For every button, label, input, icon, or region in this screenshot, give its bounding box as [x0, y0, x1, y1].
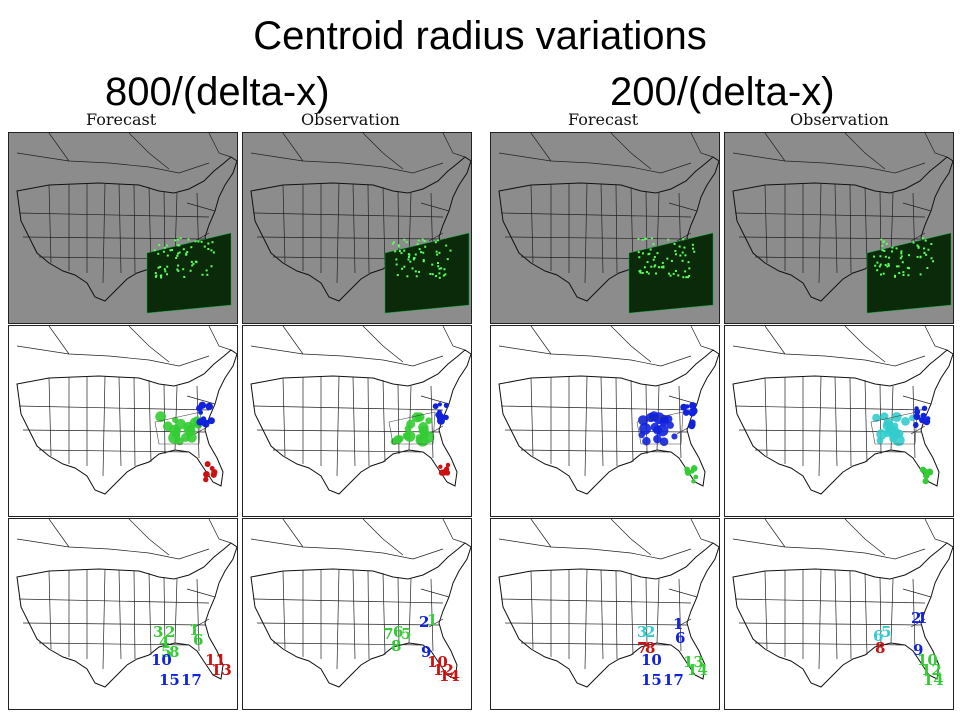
subtitle-right: 200/(delta-x) [610, 70, 835, 114]
column-label-observation-right: Observation [790, 110, 889, 129]
object-label: 4 [159, 633, 169, 651]
object-label: 2 [419, 613, 429, 631]
map-panel-right-observation-row2 [724, 325, 954, 517]
object-label: 6 [393, 623, 403, 641]
map-panel-left-observation-row2 [242, 325, 472, 517]
object-label: 5 [401, 625, 411, 643]
object-label: 13 [683, 653, 704, 671]
object-label: 1 [917, 609, 927, 627]
object-label: 15 [159, 671, 180, 689]
object-label: 12 [921, 661, 942, 679]
object-label: 8 [169, 643, 179, 661]
object-label: 3 [153, 623, 163, 641]
object-label: 6 [873, 627, 883, 645]
map-panel-right-observation-row3: 6 5 8 2 1 9 10 12 14 [724, 518, 954, 710]
object-label: 15 [641, 671, 662, 689]
map-panel-right-forecast-row2 [490, 325, 720, 517]
object-label: 17 [663, 671, 684, 689]
column-label-forecast-right: Forecast [568, 110, 639, 129]
object-label: 10 [151, 651, 172, 669]
object-label: 12 [433, 661, 454, 679]
column-label-forecast-left: Forecast [86, 110, 157, 129]
object-label: 11 [205, 651, 226, 669]
object-label: 1 [427, 611, 437, 629]
object-label: 1 [189, 621, 199, 639]
object-label: 5 [161, 643, 171, 661]
map-panel-left-forecast-row1 [8, 132, 238, 324]
object-label: 10 [427, 653, 448, 671]
column-label-observation-left: Observation [301, 110, 400, 129]
object-label: 8 [875, 639, 885, 657]
map-panel-left-forecast-row3: 3 2 4 1 6 5 8 10 11 13 15 17 [8, 518, 238, 710]
object-label: 9 [421, 643, 431, 661]
object-label: 1 [673, 615, 683, 633]
map-panel-right-forecast-row3: 3 2 1 6 7 8 10 13 14 15 17 [490, 518, 720, 710]
object-label: 14 [439, 667, 460, 685]
object-label: 9 [913, 641, 923, 659]
map-panel-right-forecast-row1 [490, 132, 720, 324]
object-label: 10 [641, 651, 662, 669]
map-panel-left-observation-row3: 7 6 5 8 2 1 9 10 12 14 [242, 518, 472, 710]
map-panel-left-forecast-row2 [8, 325, 238, 517]
object-label: 14 [687, 661, 708, 679]
object-label: 7 [637, 639, 647, 657]
object-label: 5 [881, 623, 891, 641]
object-label: 8 [391, 637, 401, 655]
object-label: 3 [637, 623, 647, 641]
object-label: 2 [645, 623, 655, 641]
object-label: 6 [675, 629, 685, 647]
object-label: 14 [923, 671, 944, 689]
map-panel-right-observation-row1 [724, 132, 954, 324]
object-label: 7 [383, 625, 393, 643]
object-label: 8 [645, 639, 655, 657]
object-label: 17 [181, 671, 202, 689]
object-label: 2 [165, 623, 175, 641]
page-title: Centroid radius variations [253, 14, 707, 58]
map-panel-left-observation-row1 [242, 132, 472, 324]
subtitle-left: 800/(delta-x) [105, 70, 330, 114]
object-label: 13 [211, 661, 232, 679]
object-label: 2 [911, 609, 921, 627]
object-label: 6 [193, 631, 203, 649]
object-label: 10 [917, 651, 938, 669]
